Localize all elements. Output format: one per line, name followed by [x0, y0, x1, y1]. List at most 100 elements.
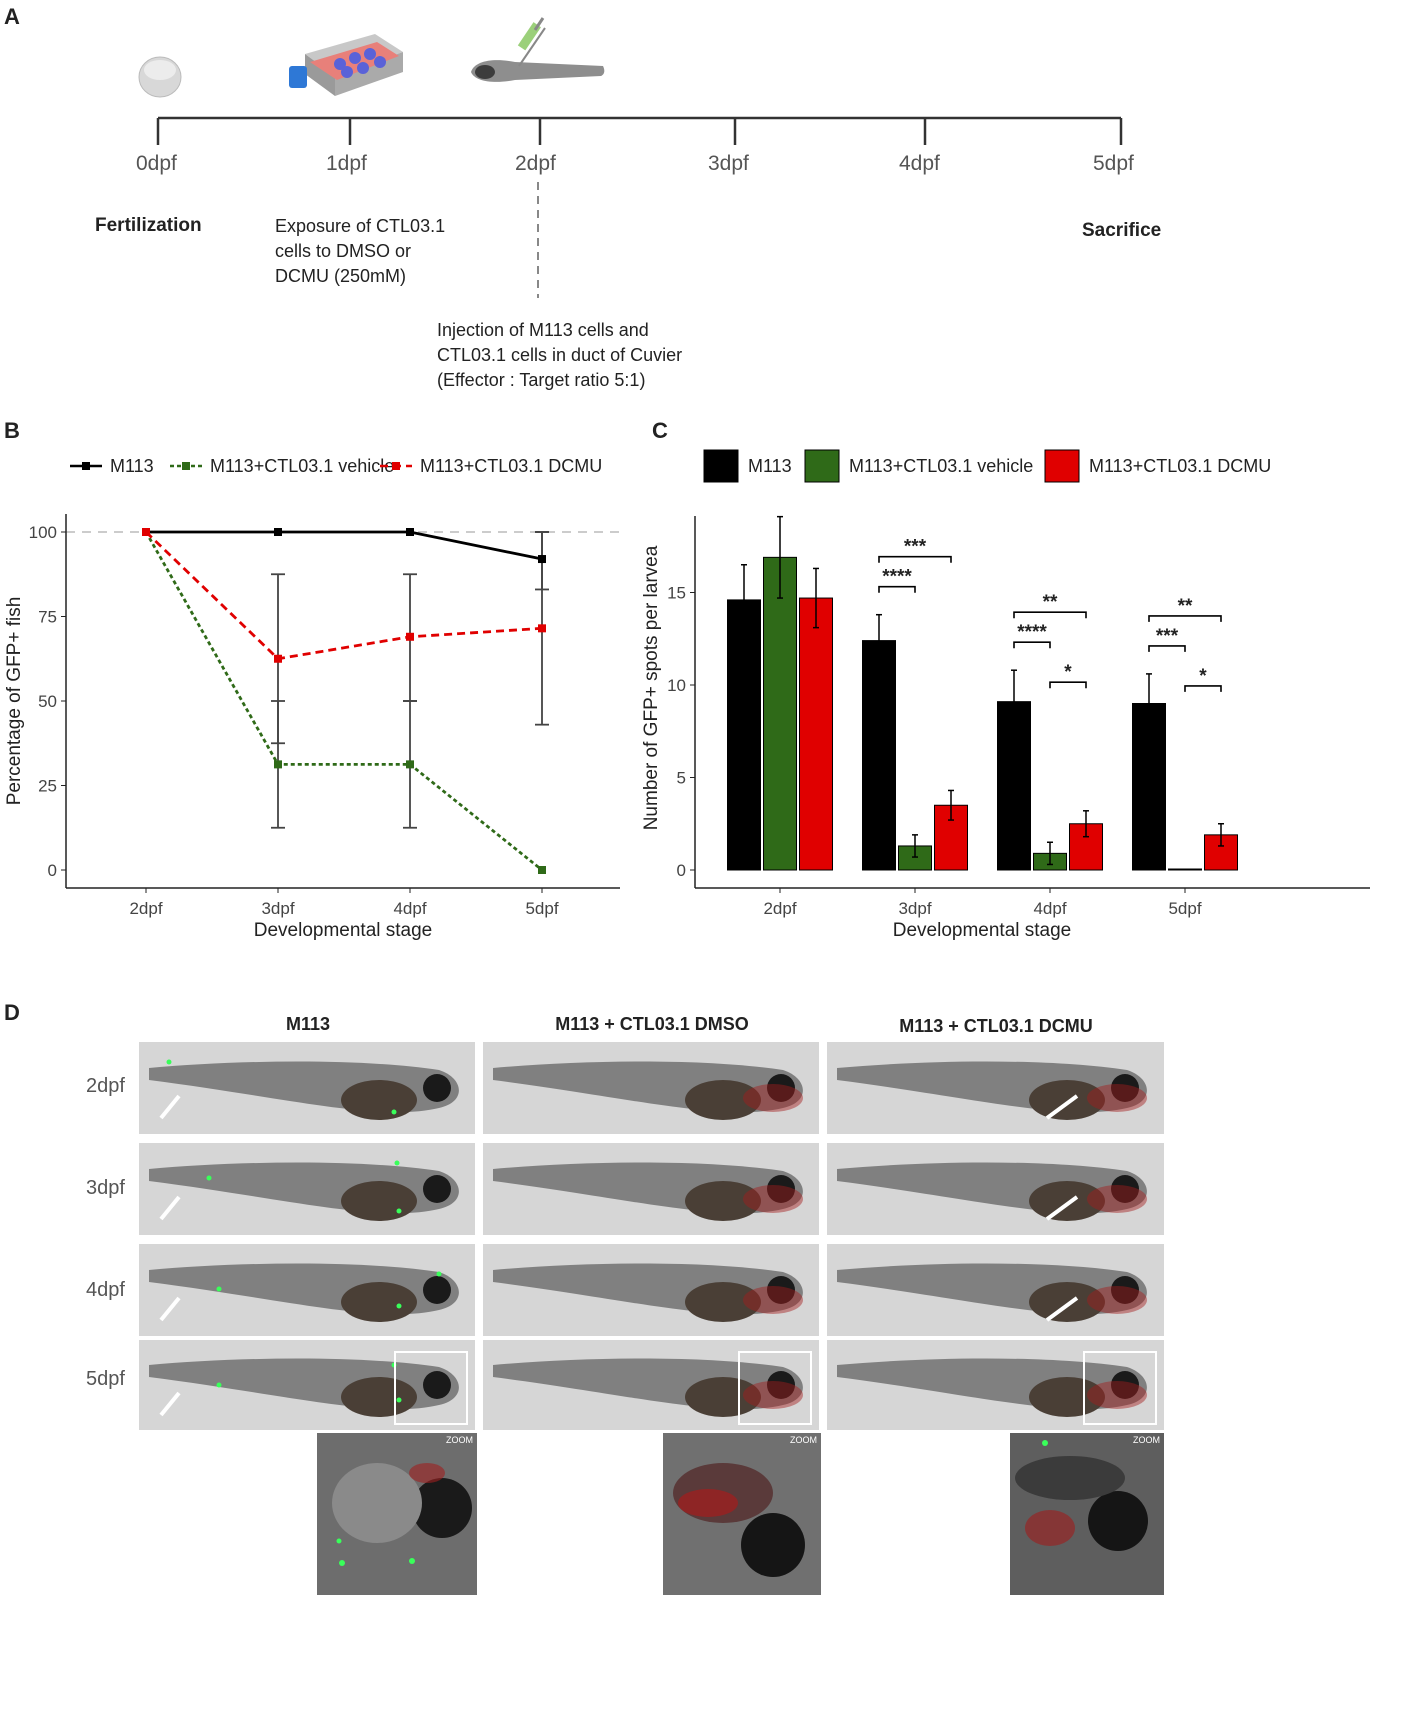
error-bar-2-2	[1083, 810, 1089, 838]
bracket-line	[878, 555, 952, 563]
y-tick-label: 50	[38, 692, 57, 711]
significance-label: ***	[1156, 626, 1179, 647]
x-tick-label: 4dpf	[393, 899, 426, 918]
legend-marker	[82, 462, 90, 470]
significance-label: *	[1064, 662, 1072, 683]
legend-entry-0: M113	[703, 449, 792, 483]
zoom-label: ZOOM	[446, 1435, 473, 1445]
significance-bracket: ****	[878, 567, 916, 593]
legend-marker	[392, 462, 400, 470]
data-point-1-3	[538, 866, 546, 874]
legend-label: M113+CTL03.1 vehicle	[210, 456, 394, 476]
error-bar-1-2	[1047, 841, 1053, 866]
significance-bracket: ***	[878, 537, 952, 563]
zebrafish-larva-icon	[493, 1351, 812, 1425]
zebrafish-larva-icon	[149, 1160, 459, 1221]
legend-marker	[182, 462, 190, 470]
fish-image-5dpf-col1	[483, 1340, 819, 1430]
fish-image-3dpf-col2	[827, 1143, 1164, 1235]
significance-label: ****	[882, 567, 912, 588]
fish-image-2dpf-col0	[139, 1042, 475, 1134]
legend-entry-2: M113+CTL03.1 DCMU	[380, 456, 602, 476]
series-line-2	[145, 530, 543, 661]
legend-label: M113	[748, 456, 792, 476]
fish-image-3dpf-col1	[483, 1143, 819, 1235]
timeline-label-5dpf: 5dpf	[1093, 152, 1134, 175]
zebrafish-larva-icon	[837, 1351, 1157, 1425]
error-bar-0-2	[1011, 669, 1017, 734]
error-bar-2-1	[948, 789, 954, 821]
bracket-line	[1013, 611, 1087, 619]
legend-label: M113+CTL03.1 DCMU	[420, 456, 602, 476]
zoom-image-m113: ZOOM	[317, 1433, 477, 1595]
column-header-dcmu: M113 + CTL03.1 DCMU	[899, 1016, 1093, 1036]
error-bar-2-0	[813, 567, 819, 629]
x-axis-title: Developmental stage	[254, 920, 433, 941]
bracket-line	[878, 585, 916, 593]
bracket-line	[1013, 641, 1051, 649]
series-line-1	[144, 531, 543, 872]
y-tick-label: 0	[677, 861, 686, 880]
significance-bracket: **	[1013, 592, 1087, 619]
row-label-5dpf: 5dpf	[86, 1368, 125, 1390]
timeline-axis	[156, 116, 1123, 298]
egg-icon	[138, 56, 182, 98]
y-axis-title: Percentage of GFP+ fish	[4, 597, 25, 806]
zebrafish-larva-icon	[493, 1263, 803, 1322]
zoom-image-dmso: ZOOM	[663, 1433, 821, 1595]
legend-label: M113+CTL03.1 vehicle	[849, 456, 1033, 476]
zoom-label: ZOOM	[790, 1435, 817, 1445]
error-bar-1-0	[777, 515, 783, 599]
x-tick-label: 3dpf	[898, 899, 931, 918]
bar-0-1	[862, 640, 896, 871]
y-tick-label: 75	[38, 608, 57, 627]
panel-letter-c: C	[652, 418, 668, 443]
data-point-1-2	[406, 760, 414, 769]
legend-swatch	[1044, 449, 1080, 483]
bar-1-3	[1168, 868, 1202, 871]
panel-letter-b: B	[4, 418, 20, 443]
timeline-label-3dpf: 3dpf	[708, 152, 749, 175]
x-tick-label: 5dpf	[1168, 899, 1201, 918]
data-point-0-1	[274, 528, 282, 536]
significance-label: **	[1043, 592, 1058, 613]
y-tick-label: 0	[48, 861, 57, 880]
significance-bracket: ***	[1148, 626, 1186, 652]
fish-image-2dpf-col2	[827, 1042, 1164, 1134]
timeline-label-2dpf: 2dpf	[515, 152, 556, 175]
y-tick-label: 15	[667, 584, 686, 603]
bar-2-0	[799, 597, 833, 871]
bracket-line	[1148, 645, 1186, 652]
zoom-label: ZOOM	[1133, 1435, 1160, 1445]
x-tick-label: 3dpf	[261, 899, 294, 918]
significance-bracket: *	[1184, 666, 1222, 692]
y-tick-label: 100	[29, 523, 57, 542]
fish-image-5dpf-col2	[827, 1340, 1164, 1430]
error-bar-2-3	[1218, 823, 1224, 847]
bracket-line	[1049, 681, 1087, 689]
x-tick-label: 2dpf	[129, 899, 162, 918]
bar-0-0	[727, 599, 761, 871]
legend-swatch	[703, 449, 739, 483]
zebrafish-larva-icon	[837, 1061, 1147, 1120]
significance-label: ****	[1017, 622, 1047, 643]
legend-entry-1: M113+CTL03.1 vehicle	[170, 456, 394, 476]
zebrafish-larva-icon	[493, 1061, 803, 1120]
x-tick-label: 2dpf	[763, 899, 796, 918]
zebrafish-larva-icon	[837, 1263, 1147, 1322]
significance-label: **	[1178, 596, 1193, 617]
sacrifice-label: Sacrifice	[1082, 220, 1162, 241]
significance-bracket: **	[1148, 596, 1222, 622]
legend-entry-2: M113+CTL03.1 DCMU	[1044, 449, 1271, 483]
timeline-label-4dpf: 4dpf	[899, 152, 940, 175]
y-tick-label: 5	[677, 769, 686, 788]
fish-image-3dpf-col0	[139, 1143, 475, 1235]
timeline-label-1dpf: 1dpf	[326, 152, 367, 175]
injection-text: Injection of M113 cells and CTL03.1 cell…	[437, 320, 683, 390]
panel-letter-a: A	[4, 4, 20, 29]
x-axis-title: Developmental stage	[893, 920, 1072, 941]
row-label-4dpf: 4dpf	[86, 1279, 125, 1301]
legend-label: M113	[110, 456, 154, 476]
zebrafish-larva-icon	[837, 1162, 1147, 1221]
cell-culture-flask-icon	[289, 34, 403, 96]
